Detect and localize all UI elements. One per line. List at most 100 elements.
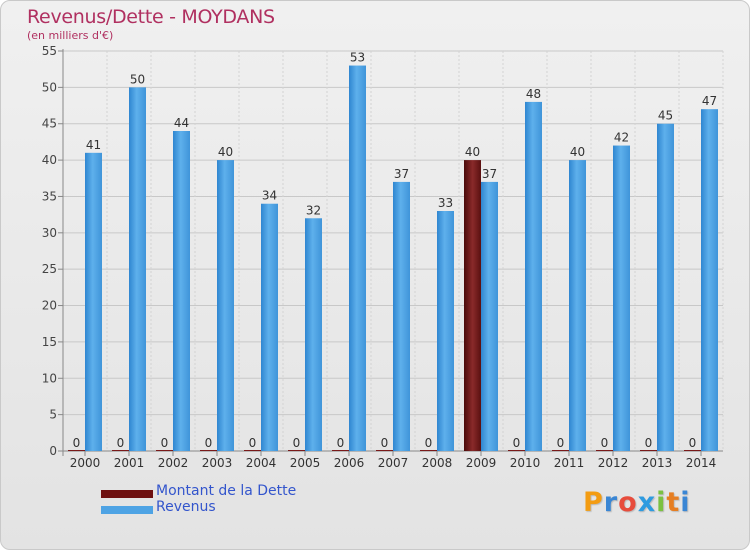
bar-dette-base-2014 — [684, 450, 701, 451]
xtick-label-2001: 2001 — [114, 456, 145, 470]
bar-revenus-2008 — [437, 211, 454, 451]
bar-revenus-2004 — [261, 203, 278, 451]
xtick-label-2003: 2003 — [202, 456, 233, 470]
xtick-label-2009: 2009 — [466, 456, 497, 470]
brand-letter: r — [603, 487, 619, 518]
xtick-label-2002: 2002 — [158, 456, 189, 470]
bar-dette-2009 — [464, 160, 481, 451]
legend-label-revenus: Revenus — [156, 499, 216, 515]
bar-revenus-2001 — [129, 87, 146, 451]
legend-swatch-dette — [101, 490, 153, 498]
xtick-label-2012: 2012 — [598, 456, 629, 470]
brand-letter: i — [680, 487, 691, 518]
xtick-label-2010: 2010 — [510, 456, 541, 470]
brand-letter: o — [618, 487, 638, 518]
ytick-label-10: 10 — [42, 371, 57, 385]
label-revenus-2007: 37 — [394, 167, 409, 181]
label-revenus-2012: 42 — [614, 131, 629, 145]
label-dette-2014: 0 — [689, 436, 697, 450]
bar-revenus-2014 — [701, 109, 718, 451]
xtick-label-2013: 2013 — [642, 456, 673, 470]
label-revenus-2010: 48 — [526, 87, 541, 101]
ytick-label-40: 40 — [42, 153, 57, 167]
label-dette-2011: 0 — [557, 436, 565, 450]
label-dette-2003: 0 — [205, 436, 213, 450]
label-dette-2000: 0 — [73, 436, 81, 450]
ytick-label-20: 20 — [42, 299, 57, 313]
ytick-label-25: 25 — [42, 262, 57, 276]
label-revenus-2008: 33 — [438, 196, 453, 210]
bar-dette-base-2007 — [376, 450, 393, 451]
bar-dette-base-2000 — [68, 450, 85, 451]
bar-dette-base-2005 — [288, 450, 305, 451]
chart-subtitle: (en milliers d'€) — [27, 29, 114, 42]
data-labels: 0410500440400340320530370334037048040042… — [73, 51, 717, 450]
bar-revenus-2003 — [217, 160, 234, 451]
brand-letter: i — [656, 487, 667, 518]
bar-revenus-2007 — [393, 181, 410, 451]
ytick-label-50: 50 — [42, 80, 57, 94]
xtick-label-2006: 2006 — [334, 456, 365, 470]
xtick-label-2014: 2014 — [686, 456, 717, 470]
bar-revenus-2000 — [85, 152, 102, 451]
label-revenus-2013: 45 — [658, 109, 673, 123]
label-dette-2012: 0 — [601, 436, 609, 450]
label-revenus-2004: 34 — [262, 189, 277, 203]
label-revenus-2001: 50 — [130, 72, 145, 86]
bar-dette-base-2011 — [552, 450, 569, 451]
ytick-label-0: 0 — [49, 444, 57, 458]
label-revenus-2003: 40 — [218, 145, 233, 159]
label-revenus-2014: 47 — [702, 94, 717, 108]
legend-swatch-revenus — [101, 506, 153, 514]
label-dette-2005: 0 — [293, 436, 301, 450]
label-revenus-2006: 53 — [350, 51, 365, 65]
bar-dette-base-2001 — [112, 450, 129, 451]
bar-revenus-2002 — [173, 131, 190, 451]
ytick-label-35: 35 — [42, 189, 57, 203]
bar-revenus-2010 — [525, 101, 542, 451]
bar-dette-base-2012 — [596, 450, 613, 451]
proxiti-logo: Proxiti — [583, 487, 691, 518]
brand-letter: x — [637, 487, 657, 518]
bars — [68, 65, 718, 452]
bar-dette-base-2006 — [332, 450, 349, 451]
label-revenus-2011: 40 — [570, 145, 585, 159]
bar-dette-base-2008 — [420, 450, 437, 451]
xtick-label-2007: 2007 — [378, 456, 409, 470]
label-dette-2002: 0 — [161, 436, 169, 450]
label-revenus-2002: 44 — [174, 116, 189, 130]
label-dette-2008: 0 — [425, 436, 433, 450]
label-revenus-2009: 37 — [482, 167, 497, 181]
label-revenus-2005: 32 — [306, 203, 321, 217]
ytick-label-5: 5 — [49, 408, 57, 422]
label-dette-2007: 0 — [381, 436, 389, 450]
bar-revenus-2011 — [569, 160, 586, 451]
bar-dette-base-2003 — [200, 450, 217, 451]
ytick-label-45: 45 — [42, 117, 57, 131]
brand-letter: t — [666, 487, 681, 518]
bar-dette-base-2013 — [640, 450, 657, 451]
label-dette-2004: 0 — [249, 436, 257, 450]
label-dette-2013: 0 — [645, 436, 653, 450]
xtick-label-2005: 2005 — [290, 456, 321, 470]
ytick-label-15: 15 — [42, 335, 57, 349]
label-dette-2010: 0 — [513, 436, 521, 450]
chart-title: Revenus/Dette - MOYDANS — [27, 6, 275, 28]
bar-dette-base-2004 — [244, 450, 261, 451]
bar-dette-base-2010 — [508, 450, 525, 451]
xtick-label-2011: 2011 — [554, 456, 585, 470]
xtick-label-2008: 2008 — [422, 456, 453, 470]
bar-revenus-2012 — [613, 145, 630, 451]
axes: 0 5 10 15 20 25 30 35 40 45 50 55 2000 2001 2002 2003 20… — [42, 44, 723, 470]
bar-revenus-2009 — [481, 181, 498, 451]
ytick-label-55: 55 — [42, 44, 57, 58]
ytick-label-30: 30 — [42, 226, 57, 240]
xtick-label-2000: 2000 — [70, 456, 101, 470]
bar-revenus-2005 — [305, 218, 322, 451]
label-dette-2009: 40 — [465, 145, 480, 159]
brand-letter: P — [583, 487, 604, 518]
bar-dette-base-2002 — [156, 450, 173, 451]
bar-revenus-2013 — [657, 123, 674, 452]
